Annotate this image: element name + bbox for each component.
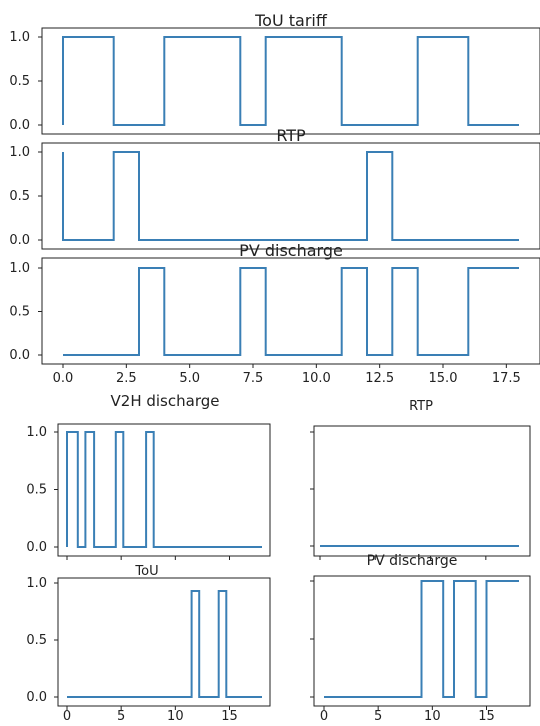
x-tick-label: 7.5 xyxy=(243,371,264,386)
title-rtp-top: RTP xyxy=(276,126,306,145)
axes-frame xyxy=(57,423,271,557)
x-tick-label: 0 xyxy=(320,709,328,724)
axes-frame xyxy=(57,577,271,707)
x-tick-label: 15 xyxy=(478,709,495,724)
series-line xyxy=(63,267,519,356)
axes-frame xyxy=(41,27,540,135)
title-tou-tariff: ToU tariff xyxy=(254,11,328,30)
x-tick-label: 15.0 xyxy=(429,371,458,386)
y-tick-label: 1.0 xyxy=(9,145,30,160)
title-pv-discharge-bottom: PV discharge xyxy=(367,553,458,569)
series-line xyxy=(62,36,519,126)
x-tick-label: 5 xyxy=(117,709,125,724)
y-tick-label: 0.0 xyxy=(9,118,30,133)
y-tick-label: 0.0 xyxy=(26,690,47,705)
chart-panel-4: 0.0 0.5 1.0 xyxy=(26,423,271,560)
series-line xyxy=(66,431,262,548)
x-tick-label: 5 xyxy=(374,709,382,724)
y-tick-label: 0.0 xyxy=(9,233,30,248)
y-tick-label: 0.5 xyxy=(9,305,30,320)
chart-panel-2: 0.0 0.5 1.0 xyxy=(9,142,540,250)
x-tick-label: 5.0 xyxy=(179,371,200,386)
y-tick-label: 0.0 xyxy=(26,540,47,555)
x-tick-label: 10 xyxy=(424,709,441,724)
y-tick-label: 0.5 xyxy=(26,633,47,648)
x-tick-label: 10 xyxy=(167,709,184,724)
title-pv-discharge-top: PV discharge xyxy=(239,241,343,260)
series-line xyxy=(62,151,519,241)
x-tick-label: 17.5 xyxy=(492,371,521,386)
caption-rtp-bottom: RTP xyxy=(409,399,433,414)
caption-v2h-discharge: V2H discharge xyxy=(111,392,220,410)
chart-panel-7: 0 5 10 15 xyxy=(310,575,531,724)
chart-panel-5 xyxy=(310,425,531,560)
plots-layer: 0.0 0.5 1.0 0.0 0.5 1.0 0.0 0.5 1.0 0.0 2.5 5.0 7.5 1… xyxy=(9,27,540,724)
x-tick-label: 12.5 xyxy=(365,371,394,386)
series-line xyxy=(324,580,519,698)
y-tick-label: 1.0 xyxy=(9,30,30,45)
x-tick-label: 15 xyxy=(221,709,238,724)
y-tick-label: 0.0 xyxy=(9,348,30,363)
y-tick-label: 1.0 xyxy=(9,261,30,276)
x-tick-label: 0.0 xyxy=(53,371,74,386)
axes-frame xyxy=(313,425,531,557)
chart-panel-1: 0.0 0.5 1.0 xyxy=(9,27,540,135)
y-tick-label: 1.0 xyxy=(26,425,47,440)
axes-frame xyxy=(41,257,540,365)
chart-panel-3: 0.0 0.5 1.0 0.0 2.5 5.0 7.5 10.0 12.5 15.0 17.5 xyxy=(9,257,540,386)
y-tick-label: 0.5 xyxy=(9,189,30,204)
chart-panel-6: 0.0 0.5 1.0 0 5 10 15 xyxy=(26,576,271,724)
y-tick-label: 0.5 xyxy=(26,483,47,498)
y-tick-label: 0.5 xyxy=(9,74,30,89)
x-tick-label: 2.5 xyxy=(116,371,137,386)
axes-frame xyxy=(313,575,531,707)
title-tou-bottom: ToU xyxy=(134,564,158,579)
axes-frame xyxy=(41,142,540,250)
y-tick-label: 1.0 xyxy=(26,576,47,591)
x-tick-label: 10.0 xyxy=(302,371,331,386)
x-tick-label: 0 xyxy=(63,709,71,724)
series-line xyxy=(67,590,262,698)
